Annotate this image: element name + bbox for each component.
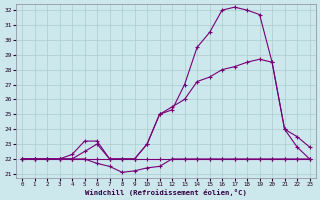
- X-axis label: Windchill (Refroidissement éolien,°C): Windchill (Refroidissement éolien,°C): [85, 189, 247, 196]
